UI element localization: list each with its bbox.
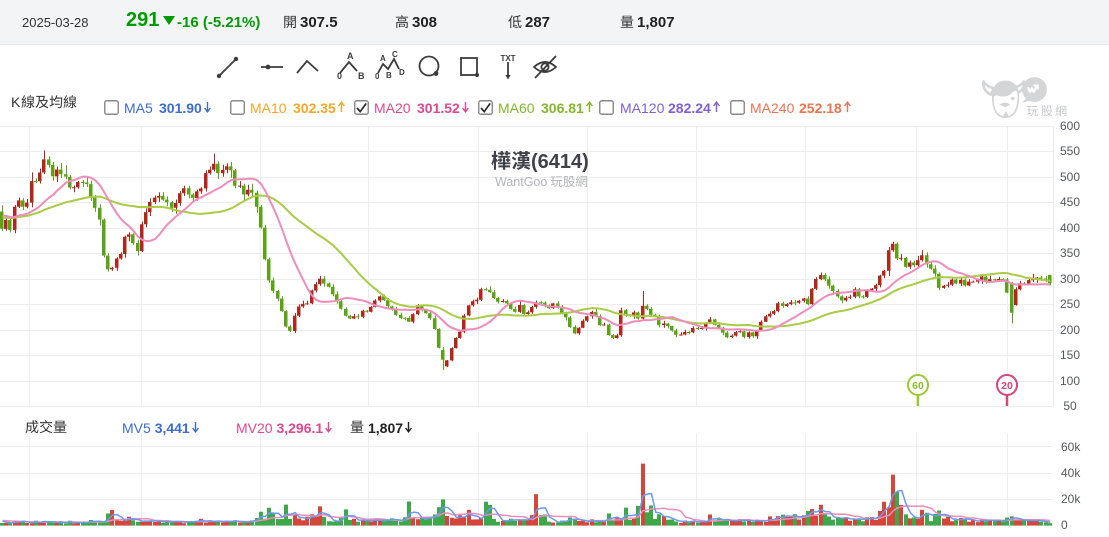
svg-text:0: 0	[375, 72, 380, 81]
svg-text:TXT: TXT	[500, 54, 515, 63]
svg-text:B: B	[358, 71, 365, 81]
svg-text:50: 50	[1063, 399, 1077, 413]
svg-text:450: 450	[1060, 195, 1080, 209]
svg-text:20: 20	[1001, 380, 1013, 392]
svg-text:300: 300	[1060, 272, 1080, 286]
svg-text:A: A	[380, 54, 386, 63]
svg-text:40k: 40k	[1061, 466, 1081, 480]
svg-text:A: A	[347, 51, 354, 61]
svg-text:B: B	[386, 71, 392, 80]
svg-text:60k: 60k	[1061, 440, 1081, 454]
svg-text:60: 60	[912, 380, 924, 392]
svg-text:400: 400	[1060, 221, 1080, 235]
svg-text:250: 250	[1060, 297, 1080, 311]
svg-text:WantGoo: WantGoo	[495, 175, 547, 189]
svg-text:0: 0	[337, 71, 342, 81]
svg-text:150: 150	[1060, 348, 1080, 362]
svg-text:0: 0	[1061, 518, 1068, 532]
svg-text:C: C	[392, 50, 398, 59]
svg-text:20k: 20k	[1061, 492, 1081, 506]
svg-text:350: 350	[1060, 246, 1080, 260]
svg-text:100: 100	[1060, 374, 1080, 388]
svg-text:D: D	[399, 68, 405, 77]
svg-text:600: 600	[1060, 119, 1080, 133]
svg-text:550: 550	[1060, 144, 1080, 158]
svg-text:(6414): (6414)	[531, 151, 589, 173]
svg-text:200: 200	[1060, 323, 1080, 337]
svg-text:500: 500	[1060, 170, 1080, 184]
svg-text:K: K	[11, 94, 21, 110]
